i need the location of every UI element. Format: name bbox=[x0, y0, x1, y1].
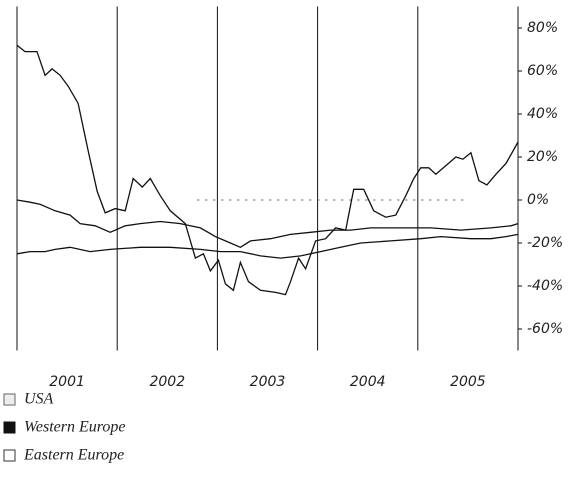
y-tick-label: 0% bbox=[527, 192, 549, 208]
y-tick-label: 80% bbox=[527, 20, 558, 36]
series-line bbox=[16, 233, 519, 259]
y-tick-label: 60% bbox=[527, 63, 558, 79]
y-tick-label: -60% bbox=[527, 321, 563, 337]
x-tick-label: 2003 bbox=[250, 374, 286, 390]
y-tick-label: -20% bbox=[527, 235, 563, 251]
y-tick-label: 40% bbox=[527, 106, 558, 122]
series-line bbox=[16, 44, 519, 296]
y-tick-label: 20% bbox=[527, 149, 558, 165]
legend-swatch bbox=[3, 449, 16, 462]
legend-label: Eastern Europe bbox=[23, 447, 124, 464]
legend-label: USA bbox=[24, 391, 54, 408]
x-tick-label: 2004 bbox=[350, 374, 386, 390]
legend-swatch bbox=[3, 421, 16, 434]
series-line bbox=[16, 199, 519, 249]
legend-swatch bbox=[3, 393, 16, 406]
x-tick-label: 2001 bbox=[49, 374, 85, 390]
y-tick-label: -40% bbox=[527, 278, 563, 294]
legend-label: Western Europe bbox=[24, 419, 125, 436]
x-tick-label: 2002 bbox=[149, 374, 185, 390]
x-tick-label: 2005 bbox=[450, 374, 486, 390]
